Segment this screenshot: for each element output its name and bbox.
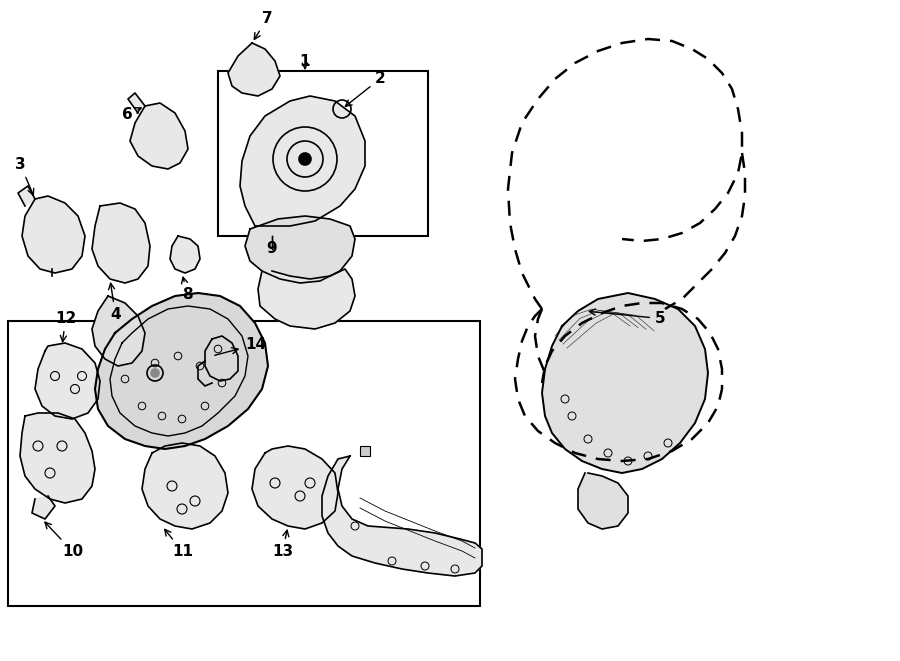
Polygon shape [205,336,238,381]
Polygon shape [32,496,55,519]
Text: 7: 7 [255,11,273,39]
Text: 12: 12 [55,311,76,342]
Polygon shape [35,343,100,419]
Text: 3: 3 [15,157,33,195]
Polygon shape [128,93,145,113]
Text: 6: 6 [122,107,141,122]
Polygon shape [92,203,150,283]
Text: 2: 2 [346,71,386,106]
Polygon shape [95,293,268,449]
Polygon shape [228,43,280,96]
Polygon shape [322,456,482,576]
Polygon shape [258,269,355,329]
Circle shape [151,369,159,377]
Text: 11: 11 [165,529,193,559]
Bar [47,418,57,428]
Polygon shape [22,196,85,273]
Text: 13: 13 [272,530,293,559]
Bar [360,446,370,456]
Polygon shape [142,443,228,529]
Polygon shape [578,473,628,529]
Text: 14: 14 [215,337,266,356]
Circle shape [299,153,311,165]
Polygon shape [18,186,35,206]
Polygon shape [240,96,365,226]
Bar [218,71,428,236]
Polygon shape [542,293,708,473]
Text: 10: 10 [45,522,83,559]
Text: 5: 5 [590,309,666,326]
Bar [8,321,480,606]
Polygon shape [92,296,145,366]
Text: 9: 9 [266,241,277,256]
Polygon shape [245,216,355,283]
Text: 8: 8 [182,277,193,302]
Polygon shape [20,413,95,503]
Polygon shape [130,103,188,169]
Polygon shape [252,446,338,529]
Text: 4: 4 [109,284,121,322]
Text: 1: 1 [300,54,310,69]
Polygon shape [170,236,200,273]
